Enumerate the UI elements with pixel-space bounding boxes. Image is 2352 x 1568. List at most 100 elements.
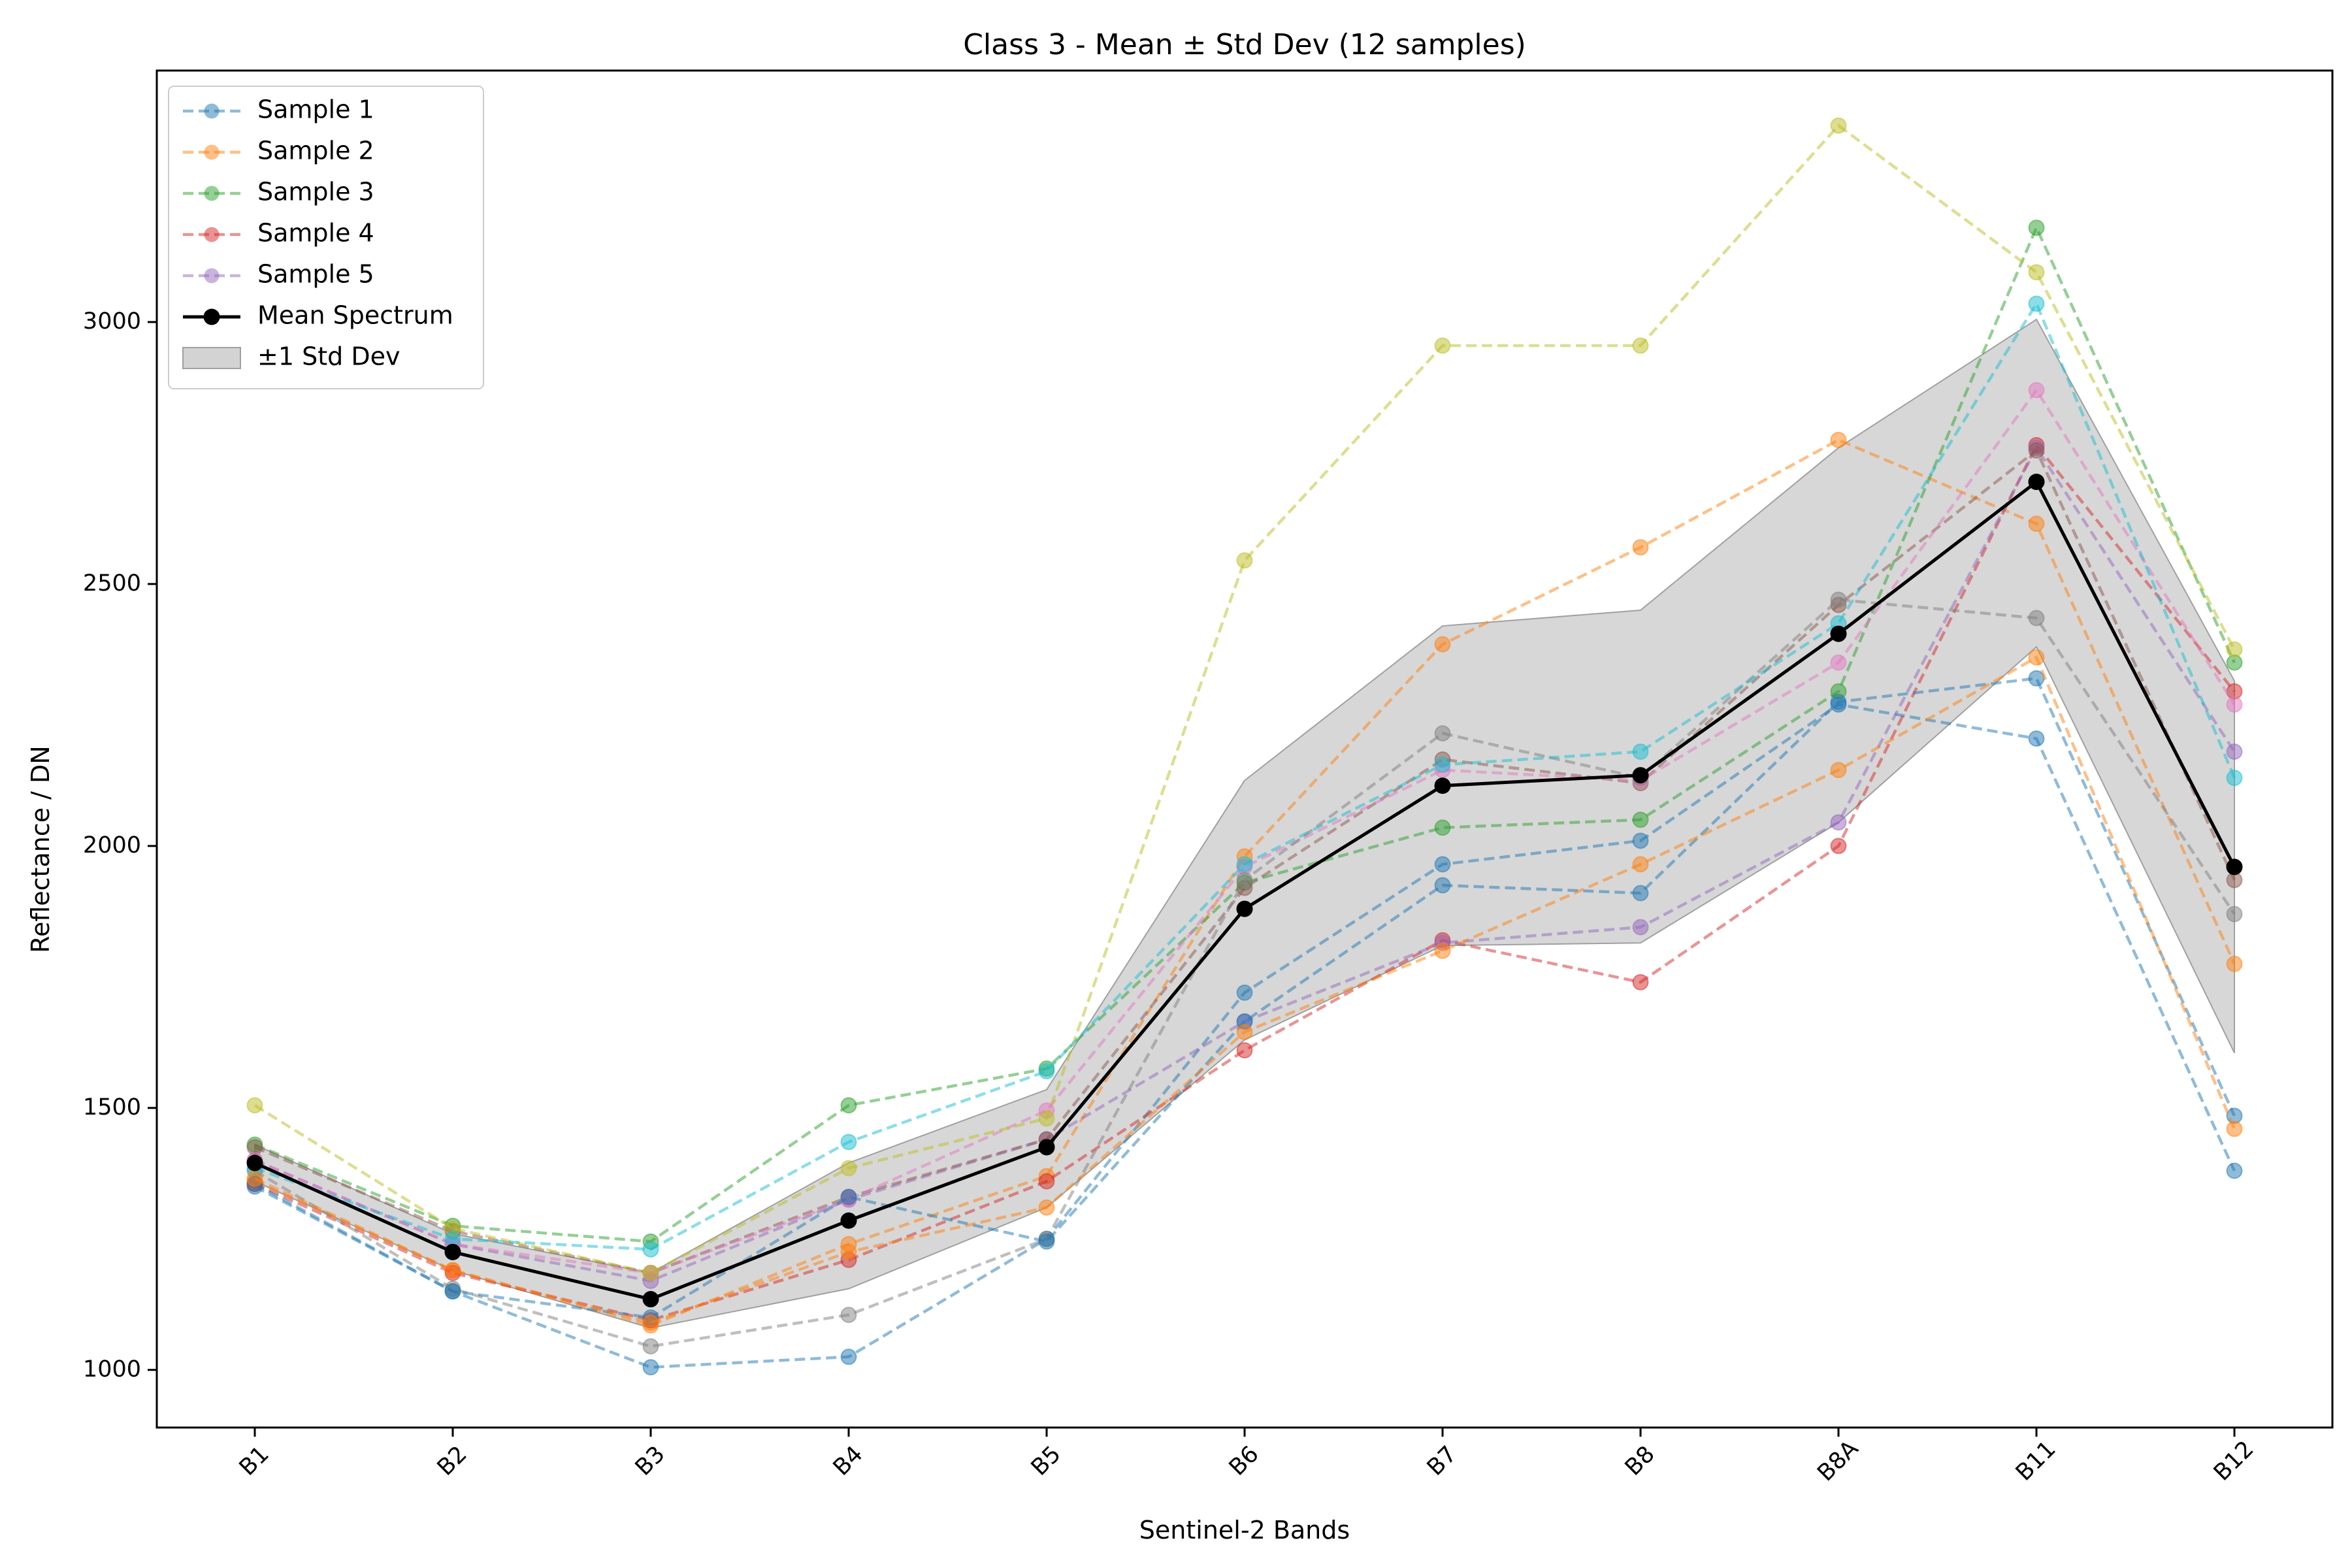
series-1-point: [1236, 984, 1253, 1001]
legend-label: Sample 4: [257, 219, 374, 248]
legend-entry: Mean Spectrum: [183, 301, 453, 330]
series-5-point: [2226, 743, 2243, 760]
legend-entry: Sample 2: [183, 137, 374, 165]
legend-label: Mean Spectrum: [257, 301, 453, 330]
series-9-point: [1236, 552, 1253, 569]
series-12-point: [1236, 1024, 1253, 1041]
series-11-point: [1830, 693, 1847, 710]
legend-entry: Sample 5: [183, 260, 374, 289]
legend: Sample 1 Sample 2 Sample 3 Sample 4 Sample 5…: [168, 86, 484, 389]
series-12-point: [642, 1315, 659, 1331]
series-11: [246, 670, 2243, 1326]
series-9-point: [840, 1160, 857, 1177]
std-dev-band: [254, 318, 2235, 1329]
series-1-point: [2226, 1162, 2243, 1179]
series-2-point: [1434, 636, 1451, 653]
series-8-point: [1434, 725, 1451, 742]
mean-spectrum-point: [1038, 1139, 1055, 1156]
series-2-line: [254, 438, 2236, 1327]
series-2-point: [1830, 431, 1847, 448]
series-9-point: [1038, 1110, 1055, 1127]
legend-swatch: [182, 347, 241, 369]
legend-marker: [204, 268, 220, 284]
x-axis-label: Sentinel-2 Bands: [1139, 1516, 1350, 1544]
series-10-point: [1434, 757, 1451, 774]
legend-label: Sample 1: [257, 95, 374, 124]
series-3-line: [254, 224, 2236, 1243]
series-12-point: [1434, 942, 1451, 959]
series-8-point: [1830, 591, 1847, 608]
series-12-point: [444, 1262, 461, 1279]
series-5-point: [1632, 919, 1649, 936]
series-10-point: [2028, 295, 2045, 312]
legend-label: Sample 5: [257, 260, 374, 289]
series-9-point: [1632, 337, 1649, 354]
legend-marker: [204, 144, 220, 160]
series-7-point: [2226, 696, 2243, 713]
series-3-point: [1632, 811, 1649, 828]
plot-area: [246, 117, 2243, 1376]
mean-spectrum: [246, 474, 2243, 1308]
series-1-point: [1434, 856, 1451, 873]
series-1-point: [1632, 832, 1649, 849]
series-3-point: [1434, 819, 1451, 836]
legend-marker: [203, 308, 220, 325]
series-10-point: [2226, 770, 2243, 787]
series-7-point: [2028, 382, 2045, 399]
legend-entry: Sample 4: [183, 219, 374, 248]
series-4-point: [1038, 1173, 1055, 1190]
series-10: [246, 295, 2243, 1258]
series-1-point: [642, 1359, 659, 1376]
series-9-line: [253, 123, 2236, 1275]
mean-spectrum-point: [444, 1243, 461, 1260]
series-6-point: [2028, 442, 2045, 459]
series-12-point: [246, 1170, 263, 1187]
mean-spectrum-point: [2226, 858, 2243, 875]
series-7-point: [1830, 654, 1847, 671]
series-2-point: [1632, 539, 1649, 556]
series-12-point: [1038, 1199, 1055, 1216]
series-12: [246, 649, 2243, 1331]
series-9-point: [642, 1264, 659, 1281]
series-7-line: [254, 387, 2236, 1275]
series-9-point: [246, 1097, 263, 1114]
series-11-point: [1632, 885, 1649, 902]
series-9-point: [2226, 641, 2243, 658]
series-8-point: [1236, 872, 1253, 889]
series-3-point: [840, 1097, 857, 1114]
y-axis-label: Reflectance / DN: [26, 745, 55, 953]
series-11-point: [1434, 877, 1451, 894]
series-10-point: [840, 1134, 857, 1151]
y-tick-label: 3000: [83, 308, 141, 335]
series-12-point: [1632, 856, 1649, 873]
series-2-point: [2226, 955, 2243, 972]
series-4-point: [1236, 1042, 1253, 1059]
legend-label: Sample 2: [257, 137, 374, 165]
series-11-line: [253, 676, 2236, 1319]
series-4-point: [1830, 838, 1847, 855]
legend-marker: [204, 227, 220, 242]
mean-spectrum-point: [1632, 767, 1649, 784]
y-tick-label: 2500: [83, 570, 141, 596]
mean-spectrum-point: [1830, 625, 1847, 642]
mean-spectrum-point: [642, 1291, 659, 1308]
legend-entry: Sample 1: [183, 95, 374, 124]
series-11-point: [1038, 1233, 1055, 1250]
chart-title: Class 3 - Mean ± Std Dev (12 samples): [963, 28, 1526, 61]
series-1-point: [2028, 730, 2045, 747]
series-8-point: [2028, 610, 2045, 627]
series-4-point: [1632, 973, 1649, 990]
legend-marker: [204, 186, 220, 201]
series-9-point: [1434, 337, 1451, 354]
series-10-point: [1236, 856, 1253, 873]
series-1-point: [840, 1348, 857, 1365]
series-2-point: [2028, 515, 2045, 532]
mean-spectrum-point: [840, 1212, 857, 1229]
series-11-point: [444, 1282, 461, 1299]
series-3-point: [2028, 220, 2045, 237]
legend-label: Sample 3: [257, 178, 374, 206]
series-12-point: [2028, 649, 2045, 666]
series-12-point: [1830, 762, 1847, 779]
mean-spectrum-point: [1434, 777, 1451, 794]
